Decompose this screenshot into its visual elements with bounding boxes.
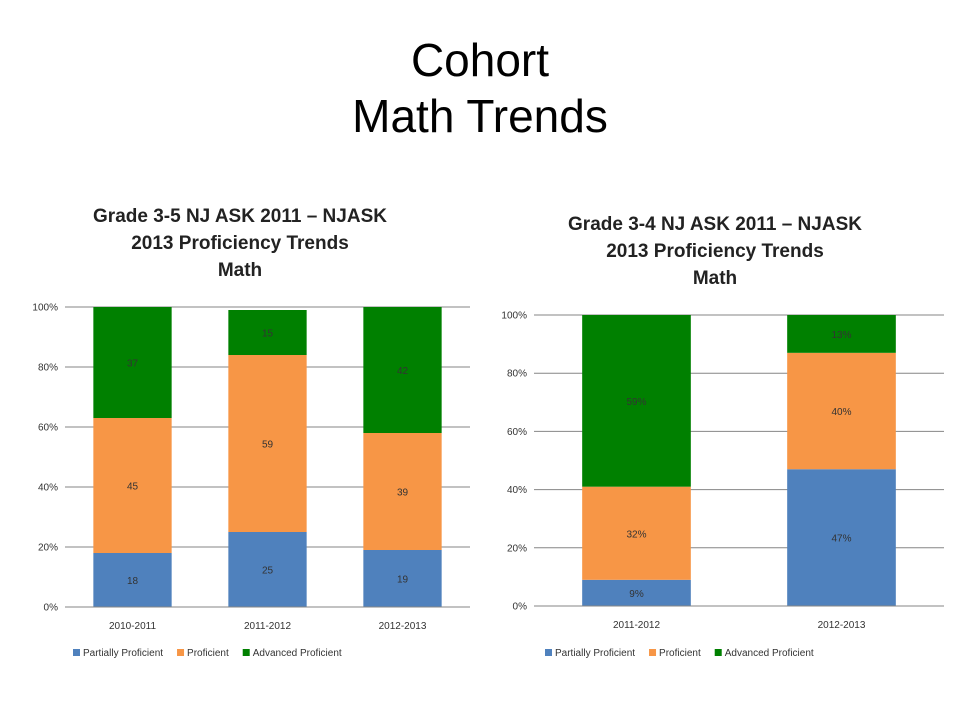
data-label: 37 — [127, 359, 139, 370]
bar-segment — [93, 553, 172, 607]
data-label: 15 — [262, 329, 274, 340]
data-label: 47% — [831, 534, 851, 545]
chart-title-line-1: Grade 3-5 NJ ASK 2011 – NJASK — [93, 206, 387, 227]
y-tick-label: 80% — [507, 369, 527, 380]
chart-title-line-3: Math — [692, 268, 738, 289]
legend-entry: Proficient — [659, 648, 701, 659]
bar-segment — [582, 579, 691, 606]
data-label: 59% — [626, 397, 646, 408]
bar-segment — [787, 315, 896, 353]
x-tick-label: 2012-2013 — [818, 620, 866, 631]
bar-segment — [228, 355, 307, 532]
y-tick-label: 40% — [507, 485, 527, 496]
chart-title-line-3: Math — [217, 260, 263, 281]
data-label: 42 — [397, 366, 409, 377]
y-tick-label: 60% — [38, 423, 58, 434]
bar-segment — [363, 433, 442, 550]
legend-swatch — [714, 649, 722, 656]
legend-swatch — [177, 649, 185, 656]
bar-segment — [787, 352, 896, 470]
y-tick-label: 0% — [513, 602, 528, 613]
legend-swatch — [649, 649, 657, 656]
data-label: 25 — [262, 566, 274, 577]
bar-segment — [93, 307, 172, 418]
legend-entry: Advanced Proficient — [725, 648, 814, 659]
data-label: 32% — [626, 529, 646, 540]
legend-entry: Partially Proficient — [555, 648, 635, 659]
data-label: 45 — [127, 482, 139, 493]
bar-segment — [228, 532, 307, 607]
legend-entry: Advanced Proficient — [253, 648, 342, 659]
bar-segment — [93, 418, 172, 553]
y-tick-label: 100% — [501, 311, 527, 322]
bar-segment — [363, 307, 442, 433]
x-tick-label: 2012-2013 — [379, 621, 427, 632]
y-tick-label: 100% — [32, 303, 58, 314]
legend-entry: Partially Proficient — [83, 648, 163, 659]
bar-segment — [582, 486, 691, 580]
legend-swatch — [545, 649, 552, 656]
chart-grade-3-4: Grade 3-4 NJ ASK 2011 – NJASK 2013 Profi… — [480, 205, 950, 675]
chart-grade-3-5: Grade 3-5 NJ ASK 2011 – NJASK 2013 Profi… — [10, 198, 470, 668]
slide-title-line-1: Cohort — [410, 34, 550, 86]
legend-swatch — [242, 649, 250, 656]
data-label: 13% — [831, 330, 851, 341]
legend-swatch — [73, 649, 80, 656]
bar-segment — [787, 469, 896, 606]
y-tick-label: 20% — [507, 543, 527, 554]
x-tick-label: 2010-2011 — [109, 621, 157, 632]
bar-segment — [582, 315, 691, 487]
y-tick-label: 60% — [507, 427, 527, 438]
chart-plot: 0% 20% 40% 60% 80% 100% 9% 32% 59% 2011-2012 47% 40… — [501, 311, 944, 659]
bar-segment — [363, 550, 442, 607]
data-label: 9% — [629, 589, 644, 600]
chart-title: Grade 3-5 NJ ASK 2011 – NJASK 2013 Profi… — [10, 203, 470, 284]
y-tick-label: 80% — [38, 363, 58, 374]
x-tick-label: 2011-2012 — [613, 620, 661, 631]
y-tick-label: 40% — [38, 483, 58, 494]
y-tick-label: 0% — [44, 603, 59, 614]
legend-entry: Proficient — [187, 648, 229, 659]
data-label: 18 — [127, 576, 139, 587]
data-label: 19 — [397, 575, 409, 586]
slide-title: Cohort Math Trends — [0, 32, 960, 144]
data-label: 40% — [831, 407, 851, 418]
y-tick-label: 20% — [38, 543, 58, 554]
chart-plot: 0% 20% 40% 60% 80% 100% 18 45 37 2010-2011 25 59 15 2… — [32, 303, 470, 659]
slide-title-line-2: Math Trends — [352, 90, 608, 142]
chart-title-line-2: 2013 Proficiency Trends — [131, 233, 349, 254]
chart-title: Grade 3-4 NJ ASK 2011 – NJASK 2013 Profi… — [480, 211, 950, 292]
data-label: 59 — [262, 440, 274, 451]
chart-title-line-1: Grade 3-4 NJ ASK 2011 – NJASK — [568, 214, 862, 235]
x-tick-label: 2011-2012 — [244, 621, 292, 632]
chart-title-line-2: 2013 Proficiency Trends — [606, 241, 824, 262]
bar-segment — [228, 310, 307, 355]
data-label: 39 — [397, 488, 409, 499]
